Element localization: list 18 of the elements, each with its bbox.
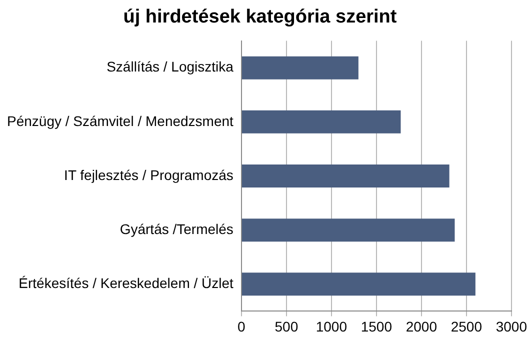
x-tick-label: 3000: [496, 318, 528, 334]
x-tick-label: 2000: [406, 318, 438, 334]
y-tick-label: Szállítás / Logisztika: [106, 58, 234, 75]
bar: [242, 218, 455, 242]
x-tick-label: 2500: [450, 318, 482, 334]
bar: [242, 110, 401, 134]
chart-title: új hirdetések kategória szerint: [123, 6, 398, 28]
y-tick-label: Gyártás /Termelés: [120, 220, 234, 237]
y-tick-label: Pénzügy / Számvitel / Menedzsment: [6, 112, 234, 129]
y-tick-label: Értékesítés / Kereskedelem / Üzlet: [18, 275, 234, 292]
y-tick-label: IT fejlesztés / Programozás: [64, 166, 234, 183]
bar: [242, 272, 476, 296]
bar: [242, 56, 358, 80]
x-tick-label: 1000: [316, 318, 348, 334]
x-tick-label: 500: [274, 318, 298, 334]
x-tick-label: 1500: [360, 318, 392, 334]
x-tick-label: 0: [238, 318, 246, 334]
bar: [242, 164, 450, 188]
